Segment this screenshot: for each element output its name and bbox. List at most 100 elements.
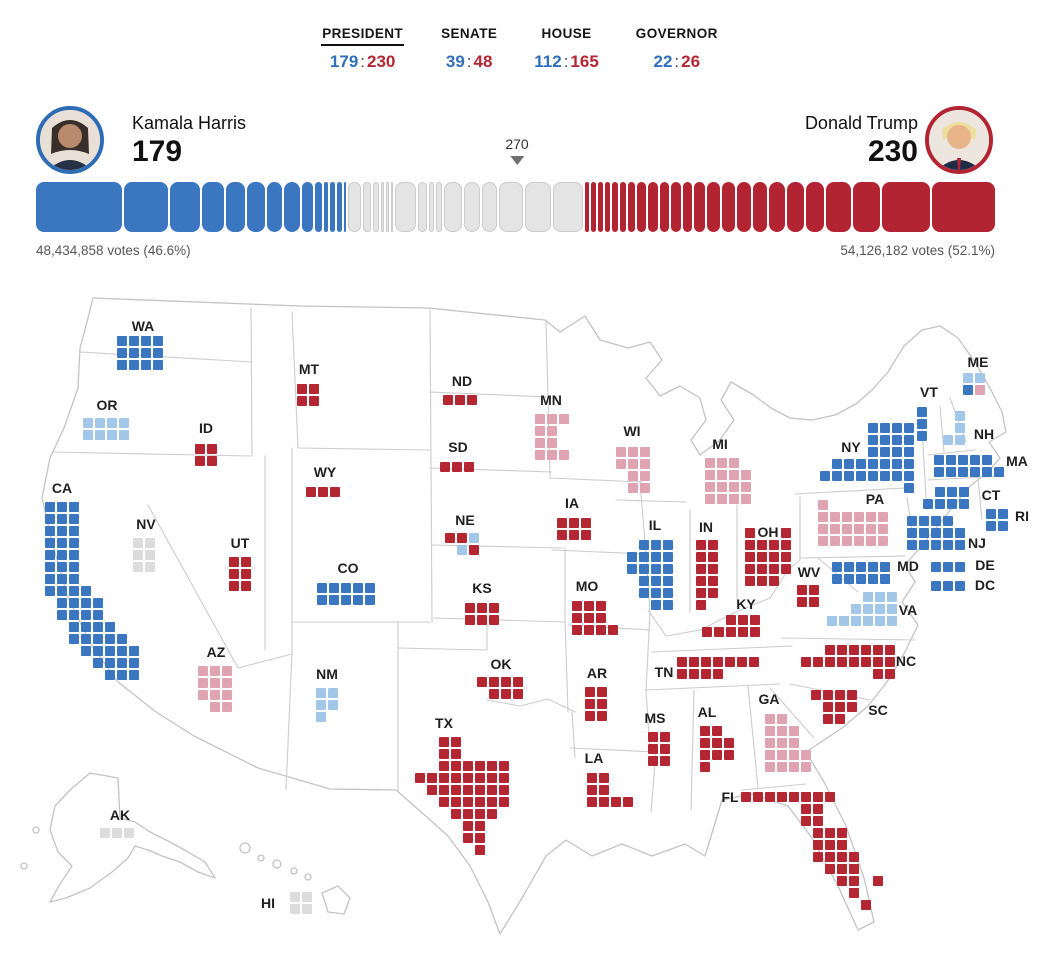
bar-segment-gop[interactable] bbox=[806, 182, 824, 232]
bar-segment-gop[interactable] bbox=[853, 182, 881, 232]
bar-segment-uncalled[interactable] bbox=[481, 182, 498, 232]
bar-segment-dem[interactable] bbox=[123, 182, 168, 232]
bar-segment-dem[interactable] bbox=[36, 182, 122, 232]
state-MI[interactable]: MI bbox=[705, 436, 751, 504]
bar-segment-dem[interactable] bbox=[302, 182, 314, 232]
bar-segment-gop[interactable] bbox=[628, 182, 635, 232]
state-OK[interactable]: OK bbox=[477, 656, 523, 699]
state-NJ[interactable]: NJ bbox=[907, 516, 986, 551]
state-FL[interactable]: FL bbox=[721, 789, 883, 910]
state-UT[interactable]: UT bbox=[229, 535, 251, 591]
state-DC[interactable]: DC bbox=[931, 577, 995, 593]
state-ND[interactable]: ND bbox=[443, 373, 477, 405]
state-KY[interactable]: KY bbox=[702, 596, 760, 637]
bar-segment-gop[interactable] bbox=[659, 182, 670, 232]
bar-segment-gop[interactable] bbox=[611, 182, 618, 232]
state-MT[interactable]: MT bbox=[297, 361, 320, 406]
bar-segment-gop[interactable] bbox=[752, 182, 768, 232]
tab-president[interactable]: PRESIDENT 179:230 bbox=[321, 26, 405, 72]
bar-segment-gop[interactable] bbox=[786, 182, 805, 232]
bar-segment-dem[interactable] bbox=[266, 182, 283, 232]
bar-segment-dem[interactable] bbox=[284, 182, 301, 232]
state-NM[interactable]: NM bbox=[316, 666, 338, 722]
bar-segment-dem[interactable] bbox=[323, 182, 329, 232]
bar-segment-uncalled[interactable] bbox=[499, 182, 524, 232]
state-NY[interactable]: NY bbox=[820, 423, 914, 493]
state-ID[interactable]: ID bbox=[195, 420, 217, 466]
bar-segment-gop[interactable] bbox=[882, 182, 930, 232]
bar-segment-uncalled[interactable] bbox=[525, 182, 551, 232]
bar-segment-gop[interactable] bbox=[598, 182, 603, 232]
state-NV[interactable]: NV bbox=[133, 516, 156, 572]
state-OH[interactable]: OH bbox=[745, 524, 791, 586]
state-VT[interactable]: VT bbox=[917, 384, 938, 441]
state-ME[interactable]: ME bbox=[963, 354, 989, 395]
state-CO[interactable]: CO bbox=[317, 560, 375, 605]
tab-house[interactable]: HOUSE 112:165 bbox=[534, 26, 599, 72]
bar-segment-gop[interactable] bbox=[736, 182, 751, 232]
state-MA[interactable]: MA bbox=[934, 453, 1028, 477]
bar-segment-gop[interactable] bbox=[648, 182, 658, 232]
state-SC[interactable]: SC bbox=[811, 690, 888, 724]
state-AK[interactable]: AK bbox=[100, 807, 134, 838]
bar-segment-uncalled[interactable] bbox=[386, 182, 390, 232]
state-NH[interactable]: NH bbox=[943, 411, 994, 445]
state-GA[interactable]: GA bbox=[759, 691, 812, 772]
bar-segment-uncalled[interactable] bbox=[436, 182, 443, 232]
state-LA[interactable]: LA bbox=[585, 750, 633, 807]
state-RI[interactable]: RI bbox=[986, 508, 1029, 531]
bar-segment-uncalled[interactable] bbox=[444, 182, 462, 232]
bar-segment-gop[interactable] bbox=[707, 182, 720, 232]
state-MD[interactable]: MD bbox=[832, 558, 919, 584]
bar-segment-dem[interactable] bbox=[315, 182, 322, 232]
bar-segment-gop[interactable] bbox=[825, 182, 852, 232]
bar-segment-dem[interactable] bbox=[337, 182, 342, 232]
tab-governor[interactable]: GOVERNOR 22:26 bbox=[635, 26, 719, 72]
state-CA[interactable]: CA bbox=[45, 480, 139, 680]
state-IN[interactable]: IN bbox=[696, 519, 718, 610]
state-IL[interactable]: IL bbox=[627, 517, 673, 610]
bar-segment-uncalled[interactable] bbox=[380, 182, 385, 232]
bar-segment-gop[interactable] bbox=[620, 182, 627, 232]
state-NC[interactable]: NC bbox=[801, 645, 916, 679]
state-HI[interactable]: HI bbox=[261, 892, 312, 914]
state-KS[interactable]: KS bbox=[465, 580, 499, 625]
bar-segment-dem[interactable] bbox=[247, 182, 265, 232]
state-PA[interactable]: PA bbox=[818, 491, 888, 546]
state-NE[interactable]: NE bbox=[445, 512, 479, 555]
bar-segment-dem[interactable] bbox=[226, 182, 246, 232]
state-TX[interactable]: TX bbox=[415, 715, 509, 855]
bar-segment-gop[interactable] bbox=[931, 182, 995, 232]
bar-segment-uncalled[interactable] bbox=[391, 182, 394, 232]
bar-segment-uncalled[interactable] bbox=[417, 182, 428, 232]
state-MS[interactable]: MS bbox=[645, 710, 671, 766]
bar-segment-uncalled[interactable] bbox=[552, 182, 583, 232]
state-WV[interactable]: WV bbox=[797, 564, 821, 607]
bar-segment-uncalled[interactable] bbox=[429, 182, 435, 232]
bar-segment-gop[interactable] bbox=[591, 182, 597, 232]
bar-segment-dem[interactable] bbox=[330, 182, 336, 232]
bar-segment-dem[interactable] bbox=[343, 182, 346, 232]
state-WA[interactable]: WA bbox=[117, 318, 163, 370]
bar-segment-gop[interactable] bbox=[769, 182, 785, 232]
bar-segment-gop[interactable] bbox=[682, 182, 693, 232]
state-AR[interactable]: AR bbox=[585, 665, 607, 721]
bar-segment-uncalled[interactable] bbox=[463, 182, 480, 232]
state-MO[interactable]: MO bbox=[572, 578, 618, 635]
state-VA[interactable]: VA bbox=[827, 592, 917, 626]
state-IA[interactable]: IA bbox=[557, 495, 591, 540]
bar-segment-gop[interactable] bbox=[636, 182, 647, 232]
state-SD[interactable]: SD bbox=[440, 439, 474, 472]
state-DE[interactable]: DE bbox=[931, 557, 995, 573]
bar-segment-gop[interactable] bbox=[671, 182, 681, 232]
state-TN[interactable]: TN bbox=[655, 657, 759, 680]
state-AZ[interactable]: AZ bbox=[198, 644, 232, 712]
bar-segment-gop[interactable] bbox=[604, 182, 610, 232]
bar-segment-uncalled[interactable] bbox=[362, 182, 371, 232]
state-MN[interactable]: MN bbox=[535, 392, 569, 460]
bar-segment-uncalled[interactable] bbox=[347, 182, 361, 232]
state-WY[interactable]: WY bbox=[306, 464, 340, 497]
bar-segment-dem[interactable] bbox=[201, 182, 225, 232]
bar-segment-gop[interactable] bbox=[721, 182, 735, 232]
bar-segment-gop[interactable] bbox=[694, 182, 706, 232]
